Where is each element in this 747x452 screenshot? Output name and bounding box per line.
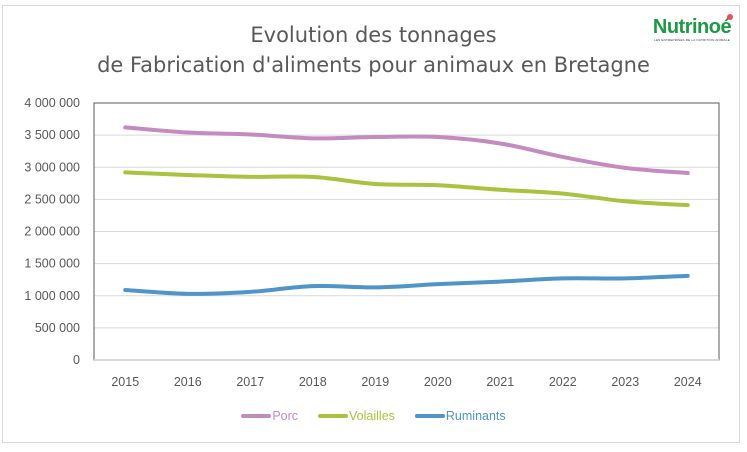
x-tick-label: 2019 <box>361 375 389 389</box>
legend-item-volailles: Volailles <box>318 409 395 423</box>
logo-accent-dot <box>727 14 734 20</box>
y-tick-label: 2 500 000 <box>24 192 80 206</box>
nutrinoe-logo: Nutrinoé LES ENTREPRISES DE LA NUTRITION… <box>652 14 734 42</box>
x-tick-label: 2018 <box>299 375 327 389</box>
x-tick-label: 2016 <box>174 375 202 389</box>
y-axis-ticks: 0 500 000 1 000 000 1 500 000 2 000 000 2 500… <box>24 96 80 367</box>
chart-frame <box>2 5 740 443</box>
x-tick-label: 2017 <box>236 375 264 389</box>
legend-item-porc: Porc <box>241 409 298 423</box>
y-tick-label: 3 000 000 <box>24 160 80 174</box>
x-axis-ticks: 2015 2016 2017 2018 2019 2020 2021 2022 2023 2024 <box>111 375 701 389</box>
x-tick-label: 2020 <box>424 375 452 389</box>
gridlines <box>94 102 719 361</box>
series-line-ruminants <box>123 273 690 296</box>
legend: Porc Volailles Ruminants <box>0 409 747 423</box>
x-tick-label: 2023 <box>611 375 639 389</box>
y-tick-label: 1 500 000 <box>24 257 80 271</box>
legend-label: Ruminants <box>445 409 506 423</box>
legend-swatch <box>318 414 349 418</box>
legend-label: Porc <box>272 409 299 423</box>
y-tick-label: 3 500 000 <box>24 128 80 142</box>
y-tick-label: 0 <box>73 353 80 367</box>
chart-title: Evolution des tonnages de Fabrication d'… <box>0 20 747 80</box>
y-tick-label: 2 000 000 <box>24 225 80 239</box>
legend-label: Volailles <box>349 409 395 423</box>
x-tick-label: 2022 <box>549 375 577 389</box>
chart-title-line-2: de Fabrication d'aliments pour animaux e… <box>97 53 650 77</box>
legend-swatch <box>241 414 272 418</box>
logo-wordmark: Nutrinoé <box>652 14 734 38</box>
y-tick-label: 500 000 <box>35 321 80 335</box>
legend-swatch <box>414 414 445 418</box>
legend-item-ruminants: Ruminants <box>414 409 506 423</box>
logo-tagline: LES ENTREPRISES DE LA NUTRITION ANIMALE <box>654 38 730 42</box>
y-tick-label: 1 000 000 <box>24 289 80 303</box>
series-line-volailles <box>123 170 690 208</box>
series-lines <box>123 125 690 296</box>
y-tick-label: 4 000 000 <box>24 96 80 110</box>
chart-title-line-1: Evolution des tonnages <box>250 23 497 47</box>
x-tick-label: 2015 <box>111 375 139 389</box>
x-tick-label: 2021 <box>486 375 514 389</box>
series-line-porc <box>123 125 690 176</box>
x-tick-label: 2024 <box>674 375 702 389</box>
